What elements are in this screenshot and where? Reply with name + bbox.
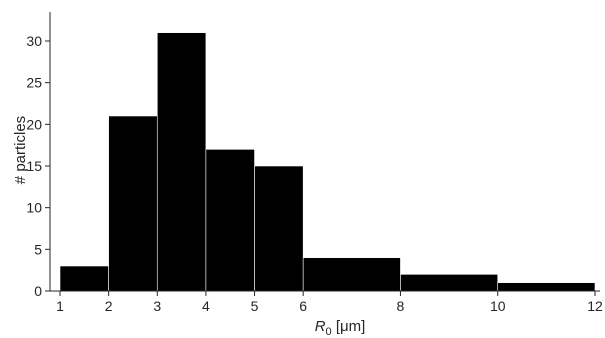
- y-tick-label-15: 15: [26, 158, 42, 174]
- axes-group: [49, 12, 600, 292]
- x-tick-label-3: 3: [153, 298, 161, 314]
- x-tick-label-6: 6: [299, 298, 307, 314]
- x-tick-label-1: 1: [56, 298, 64, 314]
- bar-0: [59, 265, 109, 292]
- bar-4: [254, 165, 304, 292]
- bar-6: [400, 274, 499, 292]
- x-tick-label-5: 5: [251, 298, 259, 314]
- bar-2: [156, 32, 207, 292]
- y-tick-label-5: 5: [34, 241, 42, 257]
- y-tick-label-30: 30: [26, 33, 42, 49]
- y-tick-label-20: 20: [26, 116, 42, 132]
- bar-7: [497, 282, 596, 292]
- bar-1: [108, 115, 158, 292]
- x-tick-label-4: 4: [202, 298, 210, 314]
- x-tick-label-8: 8: [397, 298, 405, 314]
- bar-5: [302, 257, 401, 292]
- x-tick-label-12: 12: [587, 298, 603, 314]
- y-tick-label-0: 0: [34, 283, 42, 299]
- y-tick-label-25: 25: [26, 75, 42, 91]
- y-axis-label: # particles: [12, 116, 29, 184]
- x-axis-label-main: R: [315, 318, 326, 335]
- y-tick-label-10: 10: [26, 200, 42, 216]
- x-tick-label-2: 2: [105, 298, 113, 314]
- y-ticks-group: 0 5 10 15 20 25 30: [26, 33, 50, 299]
- bars-group: [59, 32, 596, 292]
- bar-3: [205, 149, 255, 292]
- x-axis-label: R0 [μm]: [315, 318, 366, 338]
- x-axis-label-subscript: 0: [326, 326, 332, 338]
- x-ticks-group: 1 2 3 4 5 6 8 10 12: [56, 291, 603, 314]
- x-tick-label-10: 10: [490, 298, 506, 314]
- x-axis-label-unit: [μm]: [332, 318, 366, 335]
